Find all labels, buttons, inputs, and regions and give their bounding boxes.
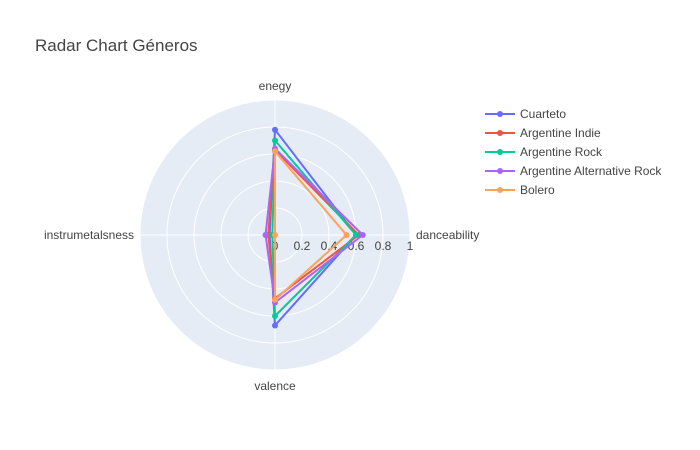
legend-marker	[497, 111, 503, 117]
legend-label: Argentine Rock	[520, 145, 603, 159]
angular-axis-label: enegy	[259, 79, 292, 93]
legend-label: Cuarteto	[520, 107, 566, 121]
data-point[interactable]	[272, 322, 278, 329]
radial-tick-label: 1	[407, 239, 414, 253]
angular-axis-labels: enegy danceability valence instrumetalsness	[44, 79, 479, 393]
angular-axis-label: danceability	[416, 228, 479, 242]
data-point[interactable]	[272, 148, 278, 155]
legend-marker	[497, 187, 503, 193]
data-point[interactable]	[272, 232, 278, 238]
series-argentine-rock	[269, 137, 359, 319]
legend-marker	[497, 149, 503, 155]
legend-item[interactable]: Argentine Alternative Rock	[485, 164, 662, 178]
legend-item[interactable]: Bolero	[485, 183, 555, 197]
data-point[interactable]	[343, 232, 350, 238]
data-point[interactable]	[272, 296, 278, 303]
radial-tick-label: 0.4	[321, 239, 338, 253]
legend-label: Bolero	[520, 183, 555, 197]
data-point[interactable]	[272, 126, 278, 133]
data-point[interactable]	[262, 232, 269, 238]
radial-tick-label: 0.2	[294, 239, 311, 253]
legend-marker	[497, 130, 503, 136]
data-point[interactable]	[272, 137, 278, 144]
chart-title: Radar Chart Géneros	[35, 36, 198, 55]
series-layer	[262, 126, 366, 329]
angular-axis-label: instrumetalsness	[44, 228, 134, 242]
angular-axis-label: valence	[254, 379, 296, 393]
radial-tick-label: 0.8	[375, 239, 392, 253]
legend-item[interactable]: Cuarteto	[485, 107, 566, 121]
series-bolero	[272, 148, 350, 303]
legend-item[interactable]: Argentine Rock	[485, 145, 603, 159]
legend-marker	[497, 168, 503, 174]
legend[interactable]: Cuarteto Argentine Indie Argentine Rock Arg…	[485, 107, 662, 197]
data-point[interactable]	[272, 313, 278, 319]
legend-label: Argentine Indie	[520, 126, 601, 140]
data-point[interactable]	[353, 232, 359, 238]
legend-label: Argentine Alternative Rock	[520, 164, 662, 178]
data-point[interactable]	[359, 232, 366, 238]
legend-item[interactable]: Argentine Indie	[485, 126, 601, 140]
